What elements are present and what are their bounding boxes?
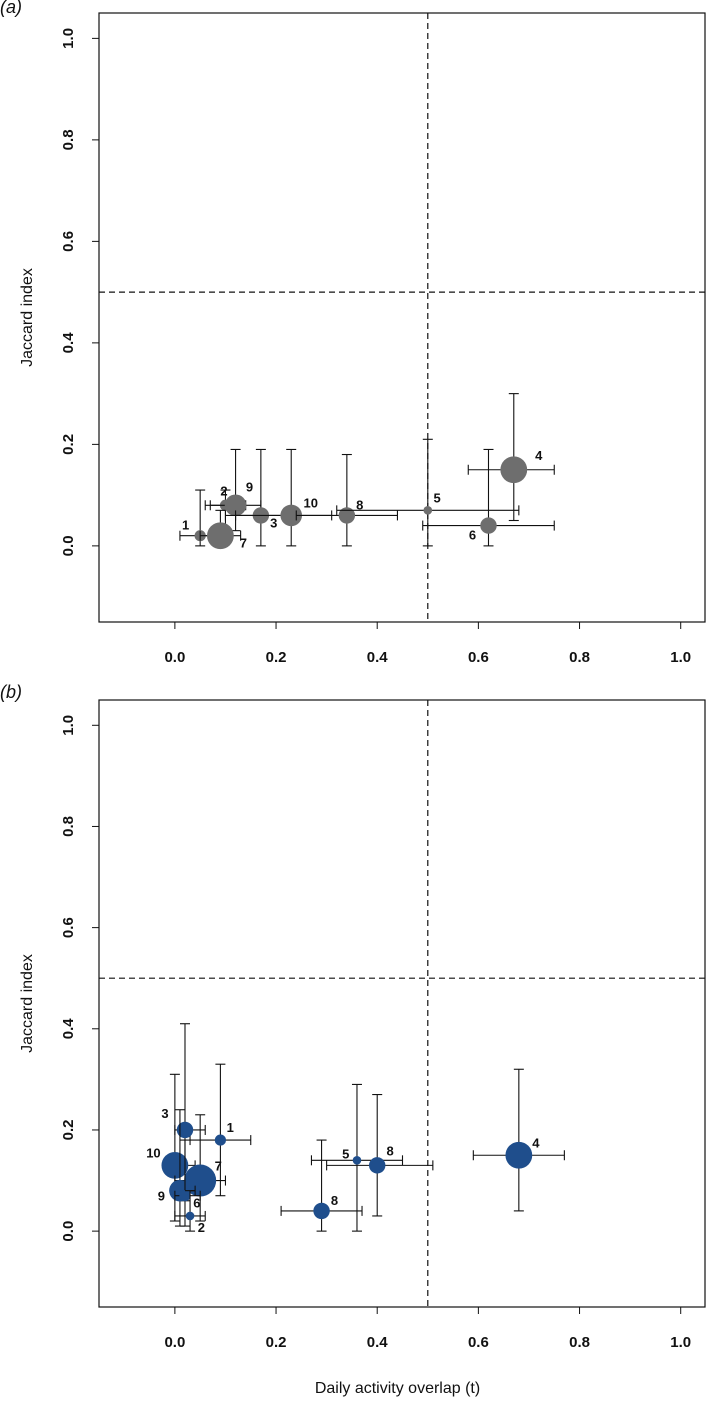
- point-marker: [176, 1121, 194, 1139]
- point-label: 8: [331, 1193, 338, 1208]
- point-marker: [338, 507, 356, 524]
- x-tick-label: 0.0: [164, 649, 185, 666]
- data-point: 9: [209, 448, 262, 532]
- x-tick-label: 0.2: [266, 649, 287, 666]
- point-marker: [161, 1151, 189, 1179]
- x-tick-label: 0.0: [164, 1334, 185, 1351]
- data-point: 8: [280, 1139, 363, 1232]
- point-label: 2: [220, 483, 227, 498]
- point-label: 8: [356, 497, 363, 512]
- point-marker: [480, 517, 497, 534]
- point-label: 2: [198, 1220, 205, 1235]
- point-marker: [280, 504, 303, 527]
- point-marker: [214, 1134, 226, 1146]
- point-label: 10: [146, 1145, 160, 1160]
- y-tick-label: 0.6: [60, 917, 77, 938]
- data-point: 7: [199, 509, 247, 551]
- point-label: 4: [535, 448, 543, 463]
- point-marker: [505, 1141, 533, 1169]
- point-label: 9: [246, 479, 253, 494]
- point-label: 5: [434, 490, 441, 505]
- point-marker: [369, 1157, 386, 1174]
- x-tick-label: 1.0: [670, 1334, 691, 1351]
- data-point: 4: [472, 1068, 565, 1212]
- data-point: 8: [295, 453, 398, 547]
- point-marker: [423, 506, 433, 515]
- y-tick-label: 0.0: [60, 1221, 77, 1242]
- y-axis-label: Jaccard index: [19, 268, 36, 367]
- point-marker: [313, 1202, 330, 1220]
- y-axis-label: Jaccard index: [19, 954, 36, 1053]
- y-tick-label: 0.8: [60, 129, 77, 150]
- data-point: 4: [467, 393, 555, 522]
- point-label: 8: [386, 1143, 393, 1158]
- y-tick-label: 0.8: [60, 816, 77, 837]
- point-label: 3: [270, 515, 277, 530]
- point-label: 1: [182, 518, 189, 533]
- point-label: 9: [158, 1189, 165, 1204]
- plot-frame: [98, 699, 706, 1308]
- y-tick-label: 0.2: [60, 1120, 77, 1141]
- point-marker: [185, 1211, 195, 1221]
- data-point: 10: [235, 448, 333, 547]
- point-label: 1: [227, 1120, 234, 1135]
- x-tick-label: 1.0: [670, 649, 691, 666]
- panel-b: 0.0 0.2 0.4 0.6 0.8 1.0 0.0 0.2 0.4 0.6 0.8 1.0 Jacc…: [0, 682, 706, 1397]
- point-label: 6: [469, 528, 476, 543]
- data-point: 2: [174, 1190, 206, 1235]
- x-tick-label: 0.2: [266, 1334, 287, 1351]
- point-marker: [352, 1156, 362, 1165]
- point-label: 10: [304, 495, 318, 510]
- panel-a: 0.0 0.2 0.4 0.6 0.8 1.0 0.0 0.2 0.4 0.6 0.8 1.0 Jacc…: [0, 0, 706, 666]
- x-tick-label: 0.6: [468, 1334, 489, 1351]
- y-tick-label: 0.4: [60, 1018, 77, 1040]
- data-point: 8: [326, 1094, 434, 1217]
- x-tick-label: 0.4: [367, 1334, 389, 1351]
- point-marker: [179, 1190, 191, 1202]
- panel-label: (a): [0, 0, 22, 17]
- point-label: 7: [215, 1159, 222, 1174]
- point-marker: [224, 494, 247, 517]
- y-tick-label: 0.6: [60, 231, 77, 252]
- x-tick-label: 0.4: [367, 649, 389, 666]
- data-point: 5: [310, 1083, 404, 1232]
- point-label: 7: [240, 536, 247, 551]
- point-marker: [500, 456, 528, 484]
- data-point: 6: [174, 1139, 201, 1227]
- x-tick-label: 0.6: [468, 649, 489, 666]
- point-marker: [184, 1164, 217, 1197]
- y-tick-label: 1.0: [60, 715, 77, 736]
- x-tick-label: 0.8: [569, 1334, 590, 1351]
- y-tick-label: 1.0: [60, 28, 77, 49]
- data-point: 7: [174, 1114, 227, 1222]
- point-marker: [207, 522, 234, 550]
- x-axis-label: Daily activity overlap (t): [315, 1380, 480, 1397]
- y-tick-label: 0.0: [60, 535, 77, 556]
- data-point: 6: [422, 448, 555, 547]
- y-tick-label: 0.2: [60, 434, 77, 455]
- x-tick-label: 0.8: [569, 649, 590, 666]
- point-label: 4: [532, 1135, 540, 1150]
- plot-frame: [98, 12, 706, 623]
- point-label: 5: [342, 1146, 349, 1161]
- y-tick-label: 0.4: [60, 332, 77, 354]
- point-label: 3: [161, 1106, 168, 1121]
- point-label: 6: [193, 1196, 200, 1211]
- panel-label: (b): [0, 682, 22, 702]
